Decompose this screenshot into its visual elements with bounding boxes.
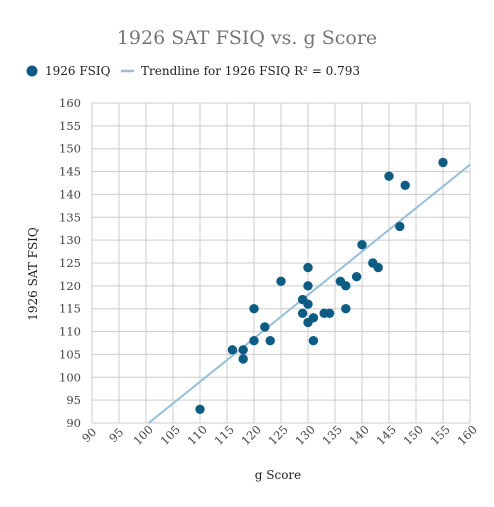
data-point <box>260 322 270 332</box>
trendline-line <box>148 163 471 424</box>
data-point <box>297 308 308 318</box>
chart-title: 1926 SAT FSIQ vs. g Score <box>117 27 377 49</box>
data-point <box>227 345 238 355</box>
data-point <box>238 345 248 355</box>
legend-trendline-name: Trendline for 1926 FSIQ <box>141 64 290 78</box>
y-tick-label: 120 <box>59 279 81 293</box>
x-tick-label: 115 <box>211 422 236 447</box>
data-point <box>357 240 367 250</box>
x-tick-label: 95 <box>106 425 126 445</box>
y-tick-label: 135 <box>59 210 81 224</box>
data-point <box>303 281 313 291</box>
x-tick-label: 120 <box>238 422 263 447</box>
y-tick-label: 90 <box>66 416 81 430</box>
data-point <box>276 276 286 286</box>
data-point <box>438 157 448 168</box>
y-tick-label: 115 <box>59 302 81 316</box>
y-tick-label: 155 <box>59 119 81 133</box>
data-point <box>324 308 335 318</box>
data-point <box>308 336 319 346</box>
x-tick-label: 110 <box>184 422 209 447</box>
legend-trendline-r2: R² = 0.793 <box>294 64 360 78</box>
x-tick-label: 140 <box>346 422 371 447</box>
data-point <box>249 336 259 346</box>
legend-marker-points <box>26 65 38 77</box>
trendline <box>148 163 471 424</box>
y-tick-label: 105 <box>59 347 81 361</box>
data-point <box>303 262 313 273</box>
y-tick-label: 145 <box>59 165 81 179</box>
data-point <box>341 281 351 291</box>
x-tick-label: 130 <box>292 422 317 447</box>
x-tick-label: 90 <box>79 425 99 445</box>
y-tick-label: 125 <box>59 256 81 270</box>
data-point <box>341 304 351 314</box>
grid <box>91 102 471 424</box>
y-axis-ticks: 90 95 100 105 110 115 120 125 130 135 140 145 150 155… <box>59 96 81 430</box>
y-axis-title: 1926 SAT FSIQ <box>26 227 40 321</box>
data-point <box>195 404 205 414</box>
y-tick-label: 150 <box>59 142 81 156</box>
y-tick-label: 130 <box>59 233 81 247</box>
x-tick-label: 105 <box>157 422 182 447</box>
data-points <box>195 157 448 414</box>
y-tick-label: 95 <box>66 393 81 407</box>
x-axis-title: g Score <box>255 468 302 482</box>
legend-label-trendline: Trendline for 1926 FSIQ R² = 0.793 <box>141 64 360 78</box>
y-tick-label: 160 <box>59 96 81 110</box>
x-tick-label: 100 <box>130 422 155 447</box>
y-tick-label: 110 <box>59 325 81 339</box>
x-axis-ticks: 90 95 100 105 110 115 120 125 130 135 140 145 150 155… <box>79 422 480 447</box>
data-point <box>249 304 259 314</box>
x-tick-label: 145 <box>373 422 398 447</box>
data-point <box>373 262 383 273</box>
x-tick-label: 155 <box>427 422 452 447</box>
y-tick-label: 140 <box>59 187 81 201</box>
x-tick-label: 125 <box>265 422 290 447</box>
y-tick-label: 100 <box>59 370 81 384</box>
data-point <box>303 299 313 309</box>
x-tick-label: 135 <box>319 422 344 447</box>
data-point <box>400 180 410 190</box>
data-point <box>395 221 405 232</box>
data-point <box>308 313 319 323</box>
data-point <box>265 336 275 346</box>
data-point <box>238 354 248 364</box>
data-point <box>351 272 362 282</box>
x-tick-label: 150 <box>400 422 425 447</box>
legend: 1926 FSIQ Trendline for 1926 FSIQ R² = 0… <box>26 64 360 78</box>
data-point <box>384 171 394 181</box>
x-tick-label: 160 <box>454 422 479 447</box>
legend-label-points: 1926 FSIQ <box>45 64 111 78</box>
